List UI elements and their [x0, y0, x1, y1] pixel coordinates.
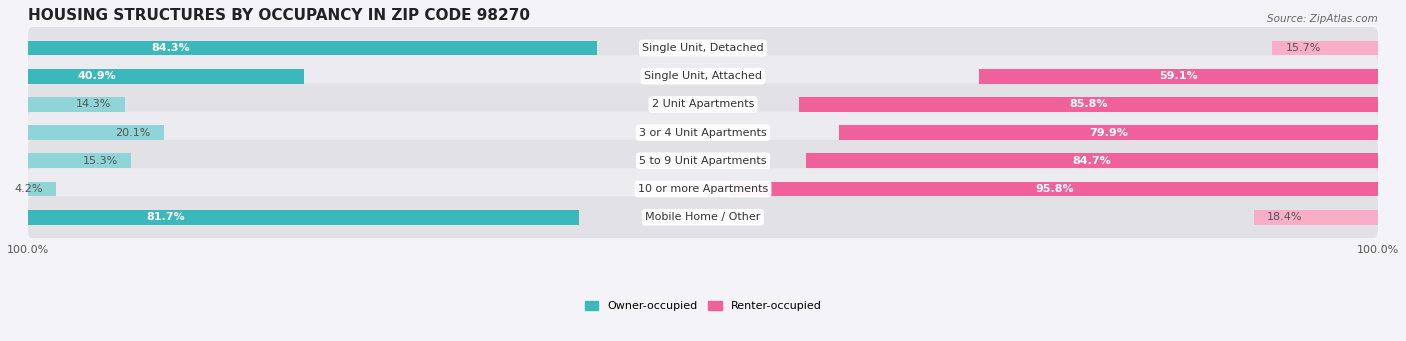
Bar — [28, 41, 598, 55]
Text: 79.9%: 79.9% — [1088, 128, 1128, 138]
Text: 5 to 9 Unit Apartments: 5 to 9 Unit Apartments — [640, 156, 766, 166]
Text: 95.8%: 95.8% — [1035, 184, 1074, 194]
Text: 81.7%: 81.7% — [146, 212, 186, 222]
Legend: Owner-occupied, Renter-occupied: Owner-occupied, Renter-occupied — [581, 296, 825, 316]
FancyBboxPatch shape — [28, 168, 1378, 210]
Text: 85.8%: 85.8% — [1069, 100, 1108, 109]
FancyBboxPatch shape — [28, 27, 1378, 69]
Text: 3 or 4 Unit Apartments: 3 or 4 Unit Apartments — [640, 128, 766, 138]
Bar — [731, 182, 1378, 196]
Text: 84.3%: 84.3% — [150, 43, 190, 53]
Bar — [28, 69, 304, 84]
Bar — [806, 153, 1378, 168]
Text: 15.7%: 15.7% — [1285, 43, 1320, 53]
Text: 10 or more Apartments: 10 or more Apartments — [638, 184, 768, 194]
Text: 15.3%: 15.3% — [83, 156, 118, 166]
Text: 20.1%: 20.1% — [115, 128, 150, 138]
Text: 84.7%: 84.7% — [1073, 156, 1112, 166]
Text: Single Unit, Detached: Single Unit, Detached — [643, 43, 763, 53]
FancyBboxPatch shape — [28, 55, 1378, 97]
Text: 59.1%: 59.1% — [1159, 71, 1198, 81]
FancyBboxPatch shape — [28, 84, 1378, 125]
Bar — [979, 69, 1378, 84]
Text: Source: ZipAtlas.com: Source: ZipAtlas.com — [1267, 14, 1378, 24]
Text: Single Unit, Attached: Single Unit, Attached — [644, 71, 762, 81]
Text: 18.4%: 18.4% — [1267, 212, 1303, 222]
Bar — [28, 125, 163, 140]
Text: Mobile Home / Other: Mobile Home / Other — [645, 212, 761, 222]
Bar — [1272, 41, 1378, 55]
Text: 4.2%: 4.2% — [14, 184, 44, 194]
Bar — [799, 97, 1378, 112]
FancyBboxPatch shape — [28, 196, 1378, 238]
Text: HOUSING STRUCTURES BY OCCUPANCY IN ZIP CODE 98270: HOUSING STRUCTURES BY OCCUPANCY IN ZIP C… — [28, 8, 530, 23]
Text: 2 Unit Apartments: 2 Unit Apartments — [652, 100, 754, 109]
Bar — [28, 153, 131, 168]
Bar — [28, 210, 579, 225]
Text: 14.3%: 14.3% — [76, 100, 111, 109]
Bar — [838, 125, 1378, 140]
FancyBboxPatch shape — [28, 112, 1378, 153]
Bar — [1254, 210, 1378, 225]
FancyBboxPatch shape — [28, 140, 1378, 182]
Bar — [28, 182, 56, 196]
Bar — [28, 97, 125, 112]
Text: 40.9%: 40.9% — [77, 71, 117, 81]
